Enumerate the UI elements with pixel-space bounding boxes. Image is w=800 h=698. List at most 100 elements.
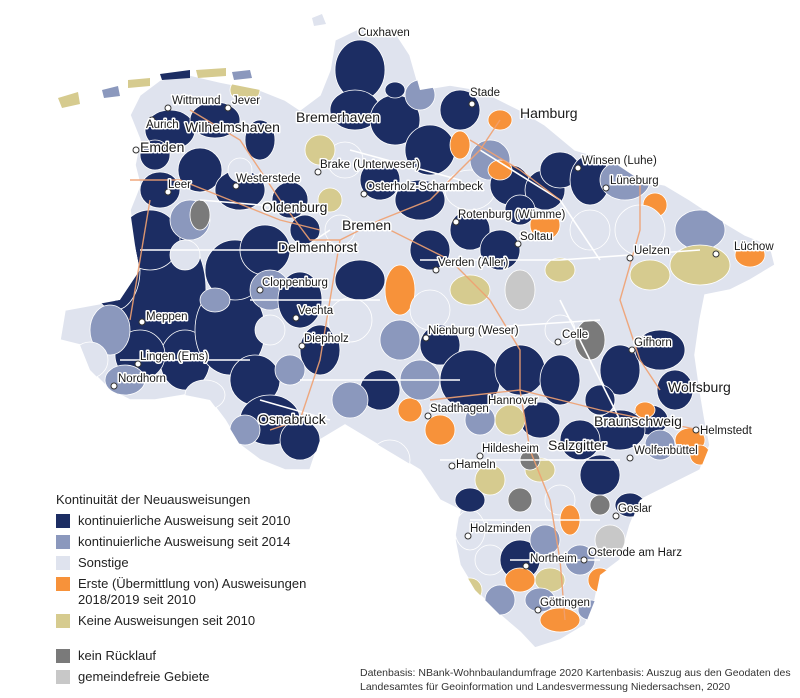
city-label: Hameln [456, 459, 496, 471]
city-label: Emden [140, 139, 184, 155]
city-label: Goslar [618, 503, 652, 515]
city-marker [132, 146, 140, 154]
city-label: Leer [168, 179, 191, 191]
municipality-area [369, 439, 411, 481]
municipality-area [424, 414, 456, 446]
city-marker [468, 100, 476, 108]
legend-item-continuous-2010: kontinuierliche Ausweisung seit 2010 [56, 513, 356, 529]
motorway [619, 180, 661, 391]
district-border [449, 319, 601, 331]
city-marker [360, 190, 368, 198]
region-borders [120, 149, 701, 561]
municipality-area [674, 209, 726, 251]
city-markers [110, 100, 720, 614]
city-label: Jever [232, 95, 260, 107]
municipality-area [519, 401, 561, 439]
legend-label: Keine Ausweisungen seit 2010 [78, 613, 256, 628]
municipality-area [89, 304, 131, 356]
municipality-area [656, 369, 694, 411]
municipality-area [464, 404, 496, 436]
city-marker [464, 532, 472, 540]
city-label: Wolfenbüttel [634, 445, 698, 457]
city-label: Wilhelmshaven [185, 119, 280, 135]
municipality-area [244, 119, 276, 161]
municipality-area [184, 379, 226, 411]
city-label: Osnabrück [258, 411, 327, 427]
motorway [469, 139, 561, 201]
city-label: Winsen (Luhe) [582, 155, 657, 167]
municipality-area [304, 134, 336, 166]
city-label: Vechta [298, 305, 334, 317]
city-label: Celle [562, 329, 588, 341]
motorway [129, 199, 151, 321]
city-label: Brake (Unterweser) [320, 159, 420, 171]
municipality-area [199, 287, 231, 313]
municipality-area [529, 524, 561, 556]
municipality-area [504, 194, 536, 226]
legend-swatch [56, 614, 70, 628]
municipality-area [439, 89, 481, 131]
legend-label: kein Rücklauf [78, 648, 157, 663]
city-label: Soltau [520, 231, 553, 243]
city-marker [574, 164, 582, 172]
city-label: Nordhorn [118, 373, 166, 385]
municipality-area [229, 414, 261, 446]
city-label: Oldenburg [262, 199, 327, 215]
city-marker [626, 454, 634, 462]
district-border [559, 299, 621, 421]
city-marker [534, 606, 542, 614]
municipality-area [529, 209, 561, 241]
municipality-area [299, 324, 341, 376]
motorway [269, 239, 341, 431]
municipality-area [599, 344, 641, 396]
city-label: Hildesheim [482, 443, 539, 455]
city-label: Aurich [146, 119, 179, 131]
legend-swatch [56, 577, 70, 591]
legend-swatch [56, 670, 70, 684]
motorway [429, 389, 701, 431]
city-marker [514, 240, 522, 248]
district-border [349, 149, 461, 181]
city-marker [554, 338, 562, 346]
municipality-area [89, 229, 141, 311]
municipality-area [507, 487, 533, 513]
city-marker [602, 184, 610, 192]
city-label: Diepholz [304, 333, 349, 345]
source-line-1: Datenbasis: NBank-Wohnbaulandumfrage 202… [360, 667, 791, 679]
city-label: Hannover [488, 395, 538, 407]
municipality-area [71, 341, 109, 379]
city-marker [110, 382, 118, 390]
legend-label: gemeindefreie Gebiete [78, 669, 210, 684]
city-marker [256, 286, 264, 294]
municipality-area [644, 429, 676, 461]
city-marker [314, 168, 322, 176]
city-marker [432, 266, 440, 274]
city-label: Lingen (Ems) [140, 351, 209, 363]
municipality-area [504, 269, 536, 311]
city-marker [692, 426, 700, 434]
city-label: Stade [470, 87, 500, 99]
city-marker [164, 188, 172, 196]
district-border [259, 399, 331, 421]
municipality-area [359, 159, 401, 201]
city-marker [424, 412, 432, 420]
legend-item-first-designation: Erste (Übermittlung von) Ausweisungen 20… [56, 576, 356, 608]
legend-item-no-response: kein Rücklauf [56, 648, 356, 664]
municipality-area [494, 404, 526, 436]
legend-label: Sonstige [78, 555, 129, 570]
motorway [519, 389, 566, 621]
legend-swatch [56, 556, 70, 570]
city-marker [148, 116, 156, 124]
city-marker [292, 314, 300, 322]
municipality-area [419, 324, 461, 366]
municipality-area [331, 381, 369, 419]
city-label: Uelzen [634, 245, 670, 257]
city-label: Delmenhorst [278, 239, 357, 255]
city-label: Nienburg (Weser) [428, 325, 519, 337]
municipality-area [449, 209, 491, 251]
municipality-area [384, 264, 416, 316]
city-label: Holzminden [470, 523, 531, 535]
municipality-area [379, 319, 421, 361]
city-marker [712, 250, 720, 258]
city-marker [298, 342, 306, 350]
